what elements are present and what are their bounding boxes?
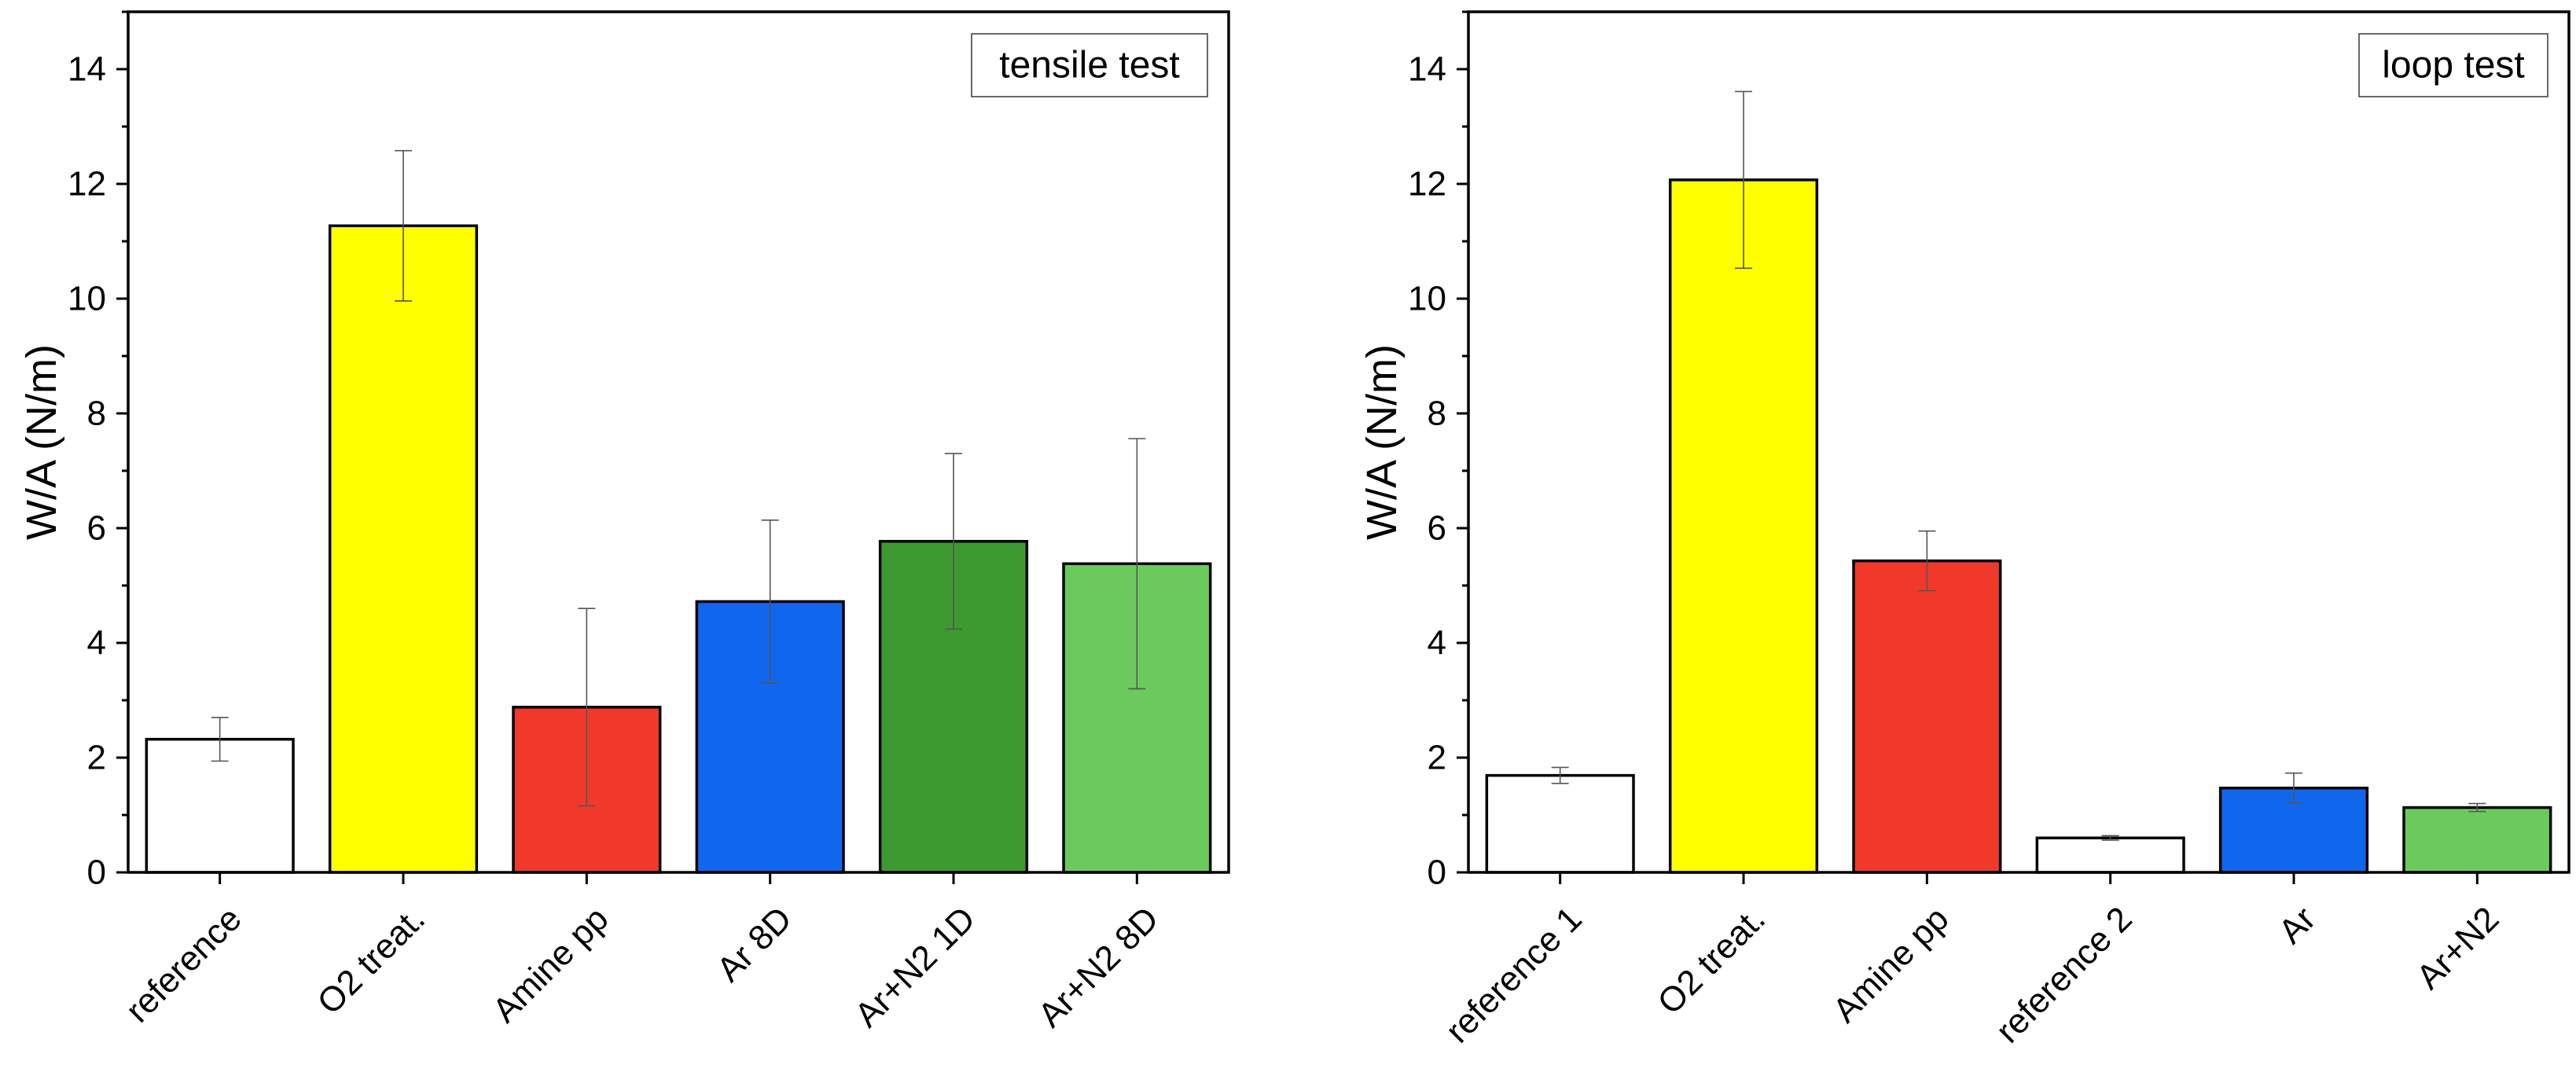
x-tick-label: reference 1 (1439, 899, 1589, 1050)
y-tick-label: 0 (1428, 854, 1446, 892)
x-tick-label: reference 2 (1989, 899, 2140, 1050)
x-tick-label: Ar+N2 8D (1031, 899, 1166, 1034)
bar (1062, 562, 1212, 874)
x-tick-label: reference (119, 899, 249, 1030)
x-tick-label: Ar+N2 1D (847, 899, 983, 1034)
x-tick-label: Amine pp (1825, 899, 1956, 1030)
bar (2402, 806, 2552, 874)
y-tick-label: 2 (1428, 739, 1446, 777)
y-axis-title: W/A (N/m) (18, 344, 65, 540)
legend-box (971, 33, 1208, 97)
bar (2035, 836, 2185, 874)
y-tick-label: 8 (1428, 395, 1446, 433)
x-tick-label: O2 treat. (310, 899, 432, 1022)
y-tick-label: 4 (1428, 624, 1446, 663)
y-tick-label: 14 (1408, 50, 1446, 89)
y-tick-label: 6 (87, 509, 106, 548)
x-tick-label: Amine pp (485, 899, 616, 1030)
y-tick-label: 8 (87, 395, 106, 433)
legend-label: loop test (2382, 45, 2524, 86)
x-tick-label: Ar 8D (710, 899, 799, 989)
plot-frame (127, 10, 1230, 874)
y-tick-label: 14 (68, 50, 106, 89)
x-tick-label: Ar (2271, 899, 2323, 951)
bar (328, 224, 479, 874)
y-tick-label: 6 (1428, 509, 1446, 548)
y-tick-label: 12 (68, 165, 106, 204)
bar (1485, 773, 1635, 874)
legend-label: tensile test (999, 45, 1179, 86)
y-tick-label: 4 (87, 624, 106, 663)
y-tick-label: 2 (87, 739, 106, 777)
y-axis-title: W/A (N/m) (1358, 344, 1406, 540)
y-tick-label: 12 (1408, 165, 1446, 204)
bar (1852, 559, 2002, 874)
tensile-test-chart: reference O2 treat. Amine pp Ar 8D Ar+N2 1D A… (18, 10, 1230, 1035)
x-tick-label: Ar+N2 (2409, 899, 2507, 997)
plot-frame (1467, 10, 2570, 874)
legend-box (2358, 33, 2548, 97)
y-tick-label: 10 (1408, 280, 1446, 318)
loop-test-chart: reference 1 O2 treat. Amine pp reference 2 A… (1358, 10, 2570, 1051)
y-tick-label: 10 (68, 280, 106, 318)
bar (1668, 178, 1819, 874)
y-tick-label: 0 (87, 854, 106, 892)
x-tick-label: O2 treat. (1650, 899, 1773, 1022)
